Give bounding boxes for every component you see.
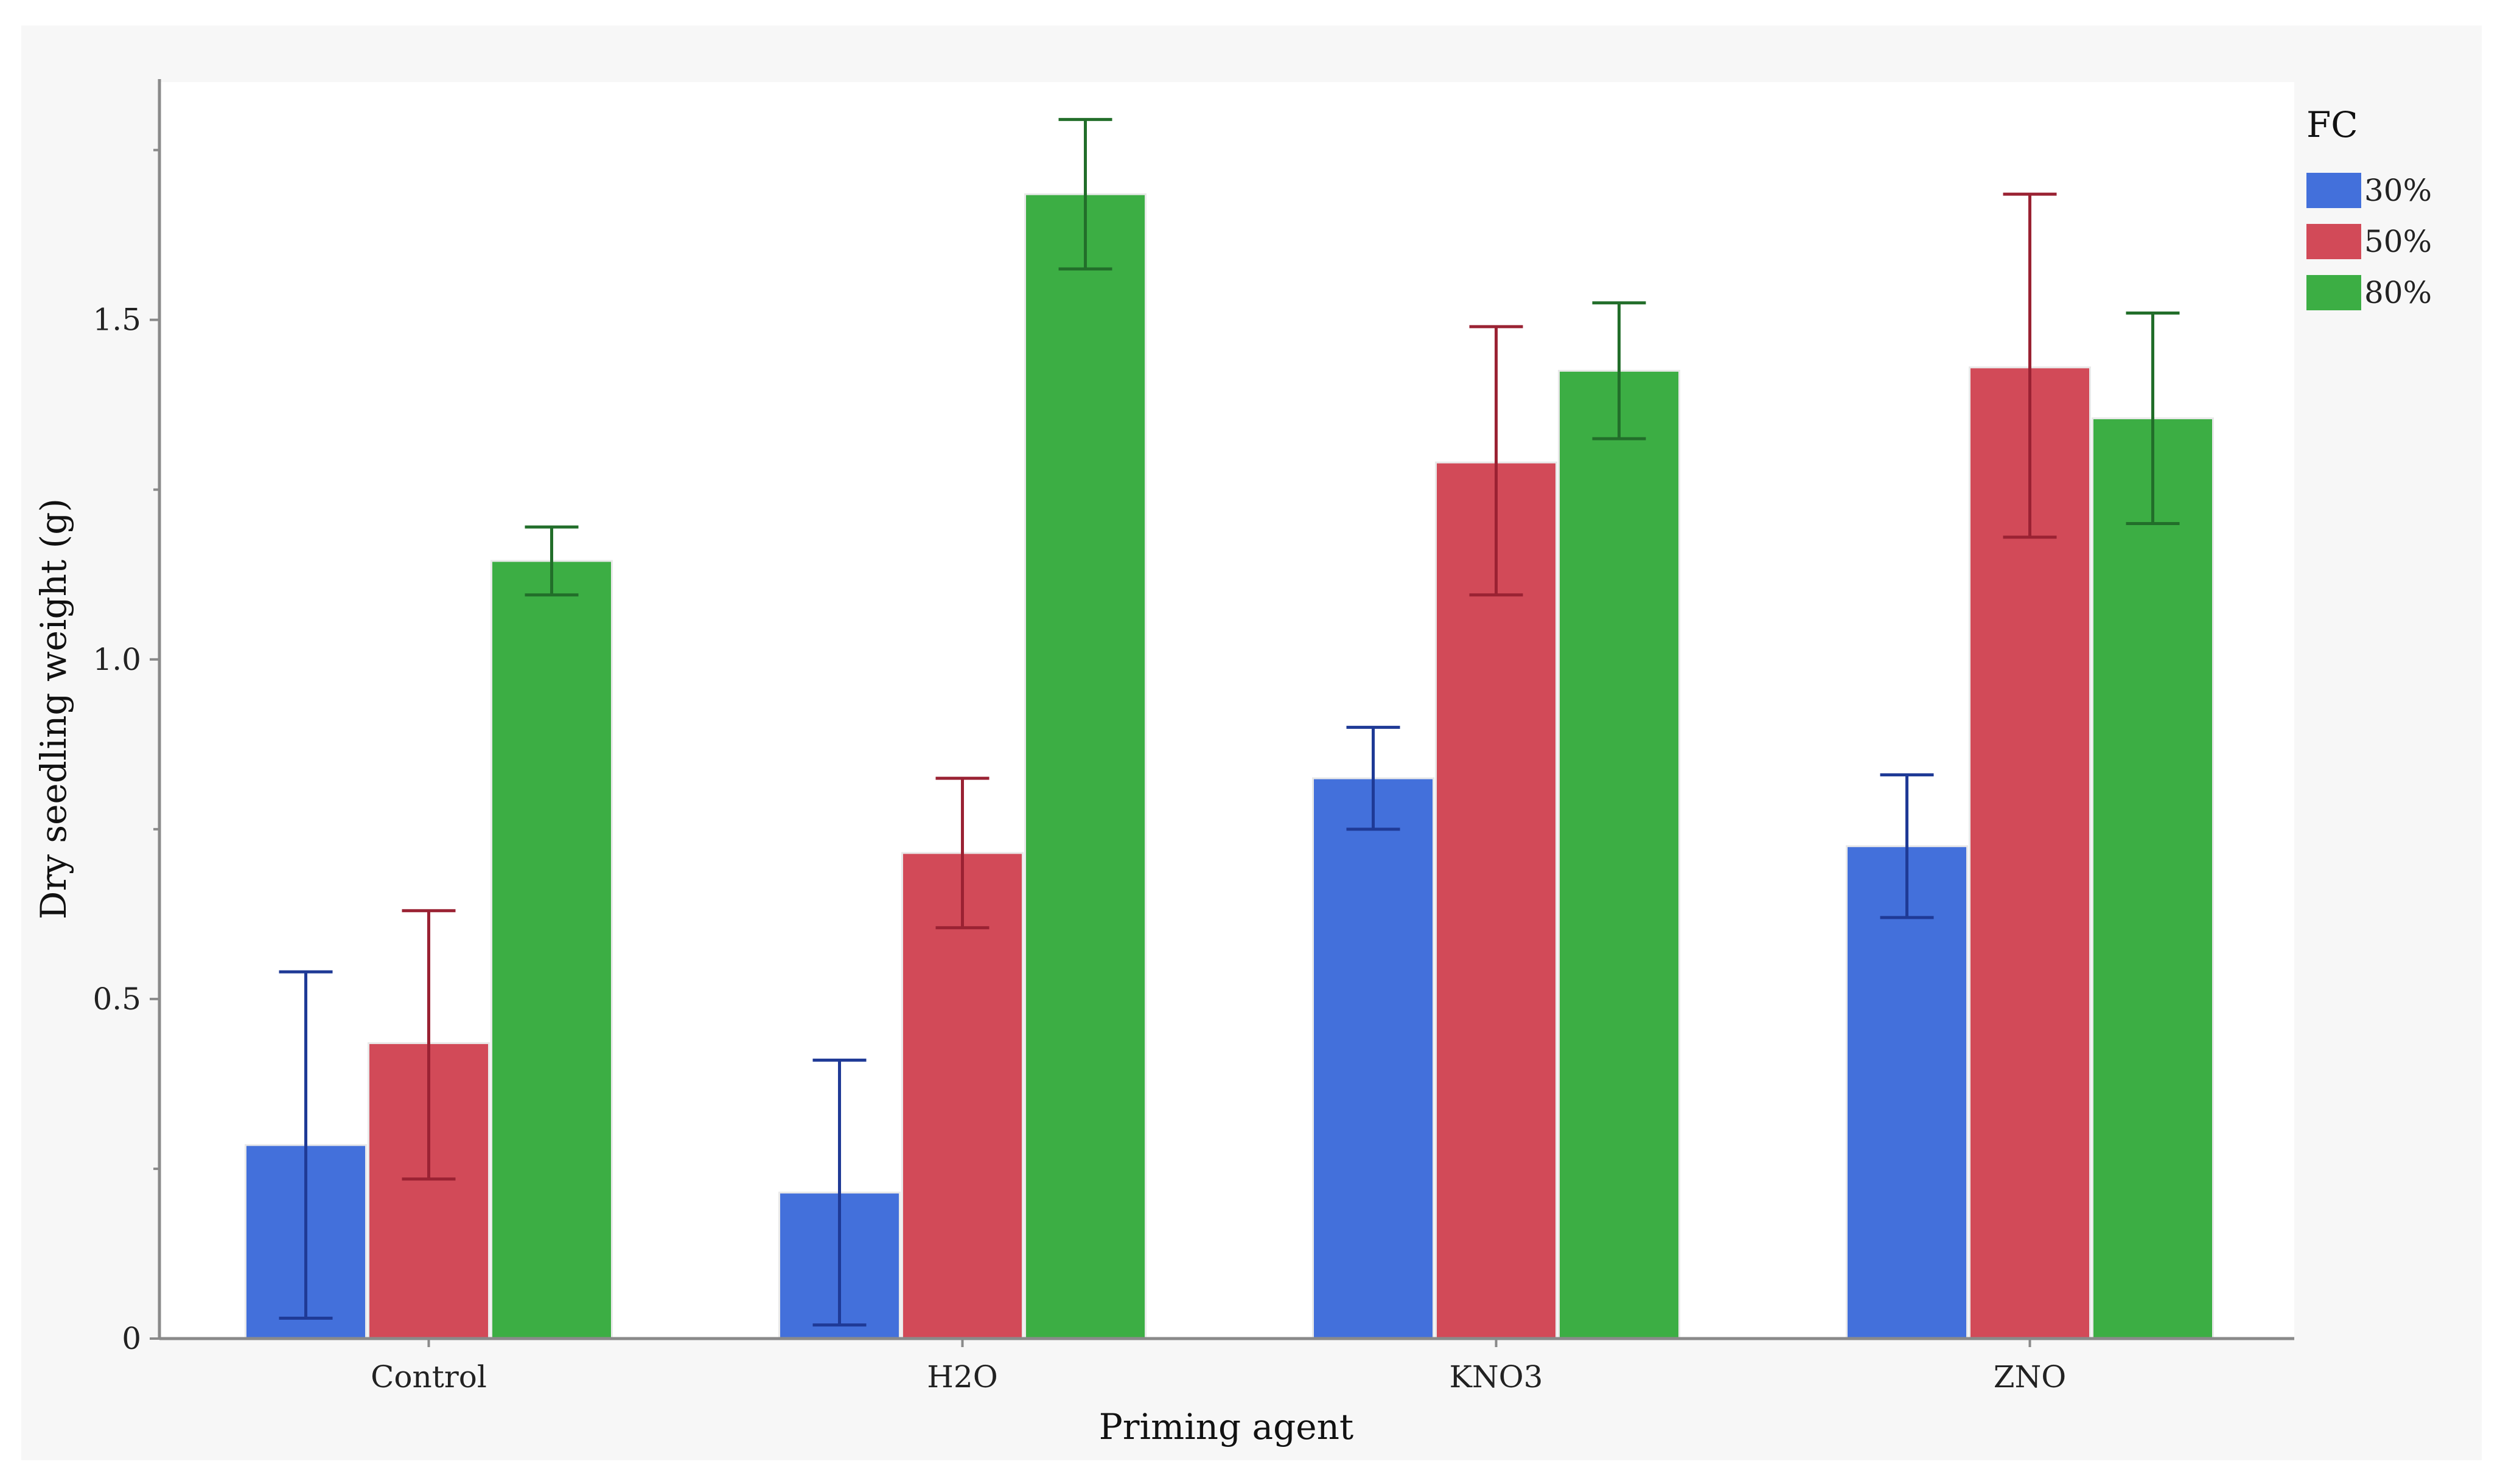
error-bar-30pct-h2o (812, 1058, 867, 1327)
x-ticks: Control H2O KNO3 ZNO (371, 1339, 2066, 1395)
error-bars-layer (279, 117, 2180, 1327)
error-bar-80pct-kno3 (1592, 301, 1646, 441)
x-tick-label-zno: ZNO (1994, 1359, 2066, 1395)
bars-layer (245, 193, 2214, 1340)
bar-80pct-h2o (1024, 193, 1147, 1340)
legend-swatch (2306, 275, 2361, 310)
x-tick-label-control: Control (371, 1359, 487, 1395)
error-bar-50pct-control (402, 909, 456, 1181)
y-tick-label: 0 (122, 1321, 141, 1356)
legend-items: 30% 50% 80% (2306, 173, 2432, 310)
bar-30pct-zno (1846, 845, 1968, 1340)
bar-50pct-kno3 (1435, 461, 1557, 1340)
bar-30pct-kno3 (1312, 777, 1434, 1340)
error-bar-50pct-zno (2003, 192, 2057, 539)
error-bar-50pct-h2o (935, 776, 990, 930)
error-bar-80pct-control (525, 525, 579, 597)
error-bar-30pct-kno3 (1346, 725, 1400, 831)
legend-item-30pct: 30% (2306, 173, 2432, 208)
legend-label: 30% (2364, 173, 2432, 208)
legend-swatch (2306, 224, 2361, 259)
y-axis-title: Dry seedling weight (g) (33, 498, 74, 919)
y-ticks: 0 0.5 1.0 1.5 (93, 148, 159, 1356)
error-bar-80pct-zno (2126, 312, 2180, 526)
legend-label: 50% (2364, 224, 2432, 259)
legend-title: FC (2306, 104, 2358, 145)
legend-item-80pct: 80% (2306, 275, 2432, 310)
y-tick-label: 1.5 (93, 302, 141, 338)
error-bar-30pct-control (279, 970, 333, 1320)
error-bar-50pct-kno3 (1469, 325, 1523, 597)
x-tick-label-h2o: H2O (927, 1359, 997, 1395)
legend: FC 30% 50% 80% (2306, 104, 2432, 310)
y-tick-label: 0.5 (93, 981, 141, 1017)
error-bar-80pct-h2o (1058, 117, 1112, 271)
x-tick-label-kno3: KNO3 (1450, 1359, 1543, 1395)
legend-label: 80% (2364, 275, 2432, 310)
bar-80pct-control (490, 560, 613, 1340)
error-bar-30pct-zno (1880, 773, 1934, 919)
bar-80pct-kno3 (1558, 369, 1680, 1340)
y-tick-label: 1.0 (93, 642, 141, 677)
legend-swatch (2306, 173, 2361, 208)
bar-80pct-zno (2092, 417, 2214, 1340)
x-axis-title: Priming agent (1099, 1406, 1353, 1447)
legend-item-50pct: 50% (2306, 224, 2432, 259)
